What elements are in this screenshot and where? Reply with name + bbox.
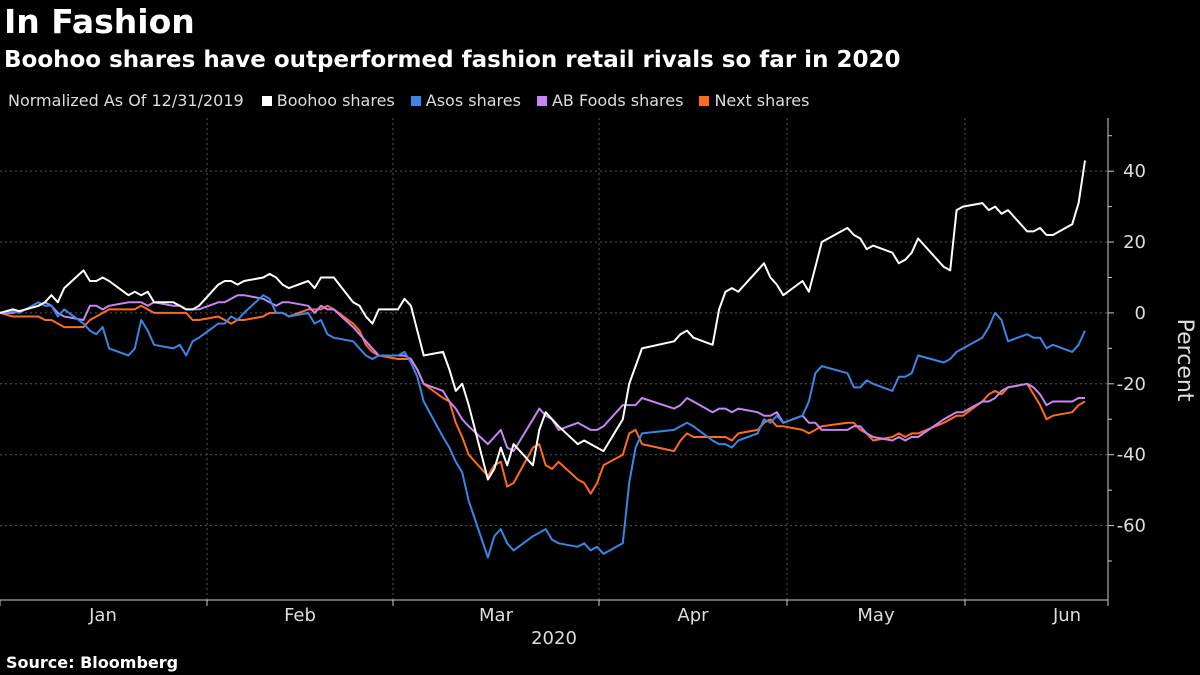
series-line-boohoo-shares xyxy=(0,160,1086,481)
legend-swatch-abfoods xyxy=(536,96,547,106)
x-tick-label: May xyxy=(857,605,895,626)
x-tick-label: Mar xyxy=(479,605,514,626)
x-tick-label: Apr xyxy=(677,605,709,626)
y-tick-label: -20 xyxy=(1117,374,1146,395)
legend-item-next: Next shares xyxy=(699,90,809,112)
x-tick-label: Jan xyxy=(88,605,117,626)
y-axis-title: Percent xyxy=(1172,319,1197,402)
y-tick-label: 0 xyxy=(1135,303,1146,324)
chart-title: In Fashion xyxy=(4,2,195,41)
x-tick-label: Feb xyxy=(284,605,316,626)
y-tick-label: 40 xyxy=(1123,161,1146,182)
source-note: Source: Bloomberg xyxy=(6,653,179,672)
legend-swatch-asos xyxy=(410,96,421,106)
y-tick-label: -60 xyxy=(1117,516,1146,537)
legend-swatch-next xyxy=(699,96,710,106)
legend-label-abfoods: AB Foods shares xyxy=(551,91,684,110)
legend-swatch-boohoo xyxy=(261,96,272,106)
x-tick-label: Jun xyxy=(1052,605,1081,626)
legend-item-asos: Asos shares xyxy=(410,90,521,112)
x-year-label: 2020 xyxy=(531,628,577,649)
legend: Normalized As Of 12/31/2019 Boohoo share… xyxy=(8,90,825,112)
legend-item-abfoods: AB Foods shares xyxy=(536,90,684,112)
legend-label-next: Next shares xyxy=(714,91,810,110)
legend-label-asos: Asos shares xyxy=(425,91,521,110)
legend-label-boohoo: Boohoo shares xyxy=(276,91,395,110)
series-line-ab-foods-shares xyxy=(0,294,1085,453)
normalization-note: Normalized As Of 12/31/2019 xyxy=(8,91,244,110)
series-line-asos-shares xyxy=(0,294,1086,559)
chart-subtitle: Boohoo shares have outperformed fashion … xyxy=(4,47,901,73)
y-tick-label: 20 xyxy=(1123,232,1146,253)
series-line-next-shares xyxy=(0,304,1086,495)
y-tick-label: -40 xyxy=(1117,445,1146,466)
legend-item-boohoo: Boohoo shares xyxy=(261,90,395,112)
